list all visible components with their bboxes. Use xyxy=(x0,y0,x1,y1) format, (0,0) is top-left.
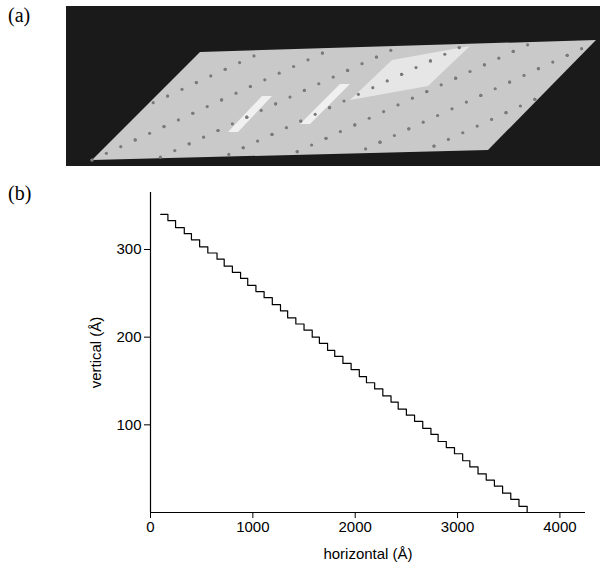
svg-text:vertical (Å): vertical (Å) xyxy=(87,317,104,389)
svg-text:4000: 4000 xyxy=(543,518,576,535)
svg-text:300: 300 xyxy=(116,240,141,257)
svg-text:1000: 1000 xyxy=(236,518,269,535)
svg-text:200: 200 xyxy=(116,328,141,345)
svg-text:2000: 2000 xyxy=(339,518,372,535)
svg-text:100: 100 xyxy=(116,416,141,433)
svg-text:horizontal (Å): horizontal (Å) xyxy=(323,545,412,562)
svg-text:0: 0 xyxy=(146,518,154,535)
svg-text:3000: 3000 xyxy=(441,518,474,535)
html-text:(a): (a) xyxy=(8,4,31,26)
html-text:(b): (b) xyxy=(8,182,32,204)
